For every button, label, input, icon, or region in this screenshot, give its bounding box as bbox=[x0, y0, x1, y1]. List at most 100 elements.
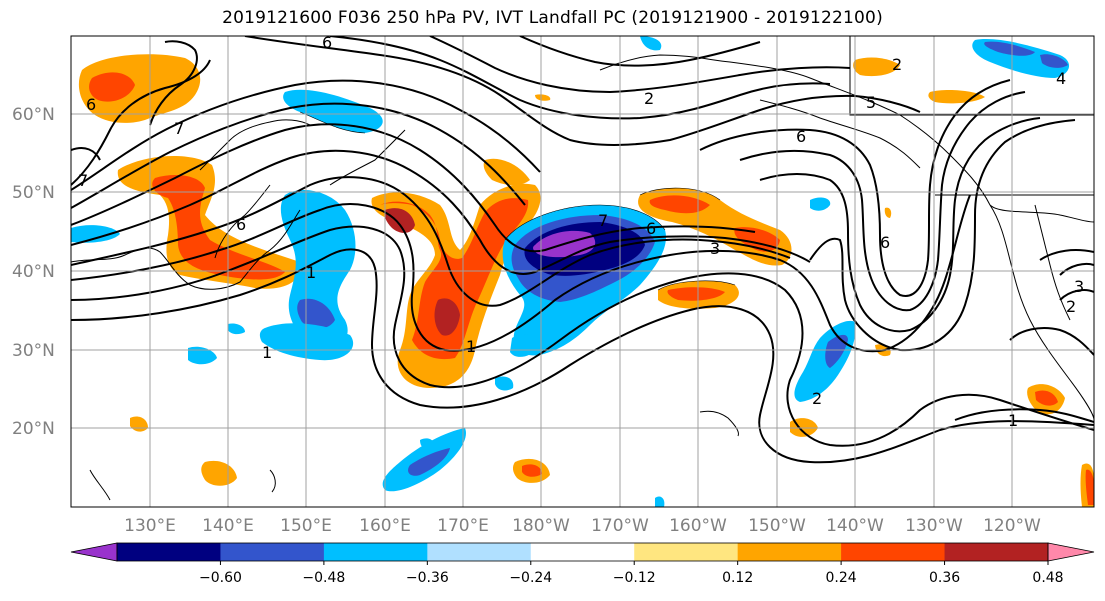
contour-line bbox=[71, 102, 526, 209]
anomaly-patch bbox=[408, 448, 450, 476]
lon-label: 140°E bbox=[202, 516, 254, 536]
anomaly-patch bbox=[825, 334, 848, 368]
contour-label: 2 bbox=[644, 89, 654, 108]
contour-label: 7 bbox=[78, 171, 88, 190]
anomaly-patch bbox=[522, 464, 542, 477]
contour-line bbox=[429, 36, 851, 94]
anomaly-patch bbox=[434, 298, 460, 336]
coastline bbox=[199, 119, 311, 171]
colorbar-swatch bbox=[220, 543, 325, 561]
colorbar-swatch bbox=[530, 543, 635, 561]
contour-label: 6 bbox=[322, 33, 332, 52]
coastline bbox=[89, 469, 111, 501]
coastline bbox=[71, 209, 301, 290]
anomaly-patch bbox=[667, 287, 725, 301]
coastline bbox=[759, 99, 921, 169]
anomaly-patch bbox=[420, 438, 435, 450]
coastline bbox=[849, 36, 1094, 116]
anomaly-patch bbox=[78, 54, 201, 123]
anomaly-patch bbox=[535, 94, 551, 101]
anomaly-patch bbox=[89, 72, 135, 102]
colorbar-tick-label: −0.60 bbox=[199, 570, 242, 586]
colorbar-tick-label: −0.48 bbox=[302, 570, 345, 586]
contour-line bbox=[1009, 327, 1094, 356]
anomaly-patch bbox=[810, 197, 831, 211]
lon-label: 130°E bbox=[124, 516, 176, 536]
colorbar-swatch bbox=[841, 543, 946, 561]
anomaly-patch bbox=[297, 298, 335, 329]
anomaly-patch bbox=[483, 158, 530, 186]
anomaly-patch bbox=[283, 89, 383, 133]
contour-line bbox=[1059, 262, 1094, 276]
contour-label: 6 bbox=[880, 233, 890, 252]
contour-line bbox=[244, 36, 921, 146]
contour-label: 7 bbox=[598, 211, 608, 230]
contour-line bbox=[739, 91, 1026, 312]
lon-label: 170°W bbox=[591, 516, 649, 536]
lat-label: 20°N bbox=[12, 419, 55, 439]
colorbar-tick-label: −0.12 bbox=[613, 570, 656, 586]
lon-label: 130°W bbox=[905, 516, 963, 536]
anomaly-patch bbox=[1035, 390, 1058, 406]
contour-line bbox=[71, 176, 791, 307]
contour-label: 1 bbox=[466, 337, 476, 356]
contour-line bbox=[71, 225, 1094, 447]
colorbar-swatch bbox=[944, 543, 1049, 561]
anomaly-patch bbox=[188, 346, 217, 365]
contour-label: 2 bbox=[892, 55, 902, 74]
lat-label: 30°N bbox=[12, 341, 55, 361]
anomaly-patch bbox=[1040, 54, 1068, 68]
anomaly-patch bbox=[853, 57, 900, 77]
colorbar-tick-label: −0.24 bbox=[509, 570, 552, 586]
colorbar-swatch bbox=[634, 543, 739, 561]
lon-label: 150°W bbox=[748, 516, 806, 536]
colorbar-frame bbox=[116, 542, 1049, 562]
contour-label: 3 bbox=[1074, 277, 1084, 296]
contour-line bbox=[809, 119, 1076, 352]
colorbar-extend-max bbox=[1047, 542, 1095, 562]
contour-label: 1 bbox=[262, 343, 272, 362]
contour-label: 2 bbox=[812, 389, 822, 408]
lon-label: 160°E bbox=[359, 516, 411, 536]
lat-label: 40°N bbox=[12, 262, 55, 282]
coastline bbox=[989, 204, 1094, 223]
contour-line bbox=[71, 123, 756, 253]
colorbar-swatch bbox=[427, 543, 532, 561]
contour-line bbox=[329, 36, 831, 120]
contour-line bbox=[759, 117, 1041, 333]
anomaly-patch bbox=[655, 496, 665, 507]
contour-label: 6 bbox=[646, 219, 656, 238]
contour-label: 1 bbox=[306, 263, 316, 282]
contour-line bbox=[71, 248, 1094, 464]
anomaly-patch bbox=[495, 376, 514, 391]
colorbar-tick-label: 0.48 bbox=[1032, 570, 1063, 586]
colorbar-tick-label: 0.12 bbox=[722, 570, 753, 586]
colorbar-extend-min bbox=[70, 542, 118, 562]
lon-label: 140°W bbox=[826, 516, 884, 536]
colorbar-swatch bbox=[117, 543, 221, 561]
contour-labels: 6 6 7 7 6 1 1 1 7 6 3 2 2 5 6 6 1 2 4 3 … bbox=[78, 33, 1084, 430]
colorbar-tick-label: 0.24 bbox=[826, 570, 857, 586]
contour-label: 4 bbox=[1056, 69, 1066, 88]
lon-label: 150°E bbox=[280, 516, 332, 536]
coastline bbox=[214, 184, 271, 259]
patch-outline bbox=[657, 280, 736, 291]
lon-label: 160°W bbox=[669, 516, 727, 536]
anomaly-patch bbox=[984, 41, 1035, 56]
patch-outline bbox=[504, 204, 666, 241]
colorbar-tick-label: −0.36 bbox=[406, 570, 449, 586]
anomaly-patch bbox=[640, 36, 662, 51]
longitude-labels: 130°E 140°E 150°E 160°E 170°E 180°W 170°… bbox=[124, 516, 1041, 536]
contour-line bbox=[149, 40, 198, 126]
colorbar: −0.60 −0.48 −0.36 −0.24 −0.12 0.12 0.24 0.36 0.4… bbox=[70, 542, 1095, 586]
lat-label: 50°N bbox=[12, 183, 55, 203]
contour-label: 6 bbox=[796, 127, 806, 146]
anomaly-patch bbox=[1085, 469, 1094, 505]
latitude-labels: 60°N 50°N 40°N 30°N 20°N bbox=[12, 105, 55, 439]
anomaly-patch bbox=[884, 207, 892, 218]
contour-label: 1 bbox=[1008, 411, 1018, 430]
anomaly-patch bbox=[928, 89, 985, 104]
anomaly-patch bbox=[228, 323, 245, 335]
plot-frame bbox=[70, 35, 1095, 508]
